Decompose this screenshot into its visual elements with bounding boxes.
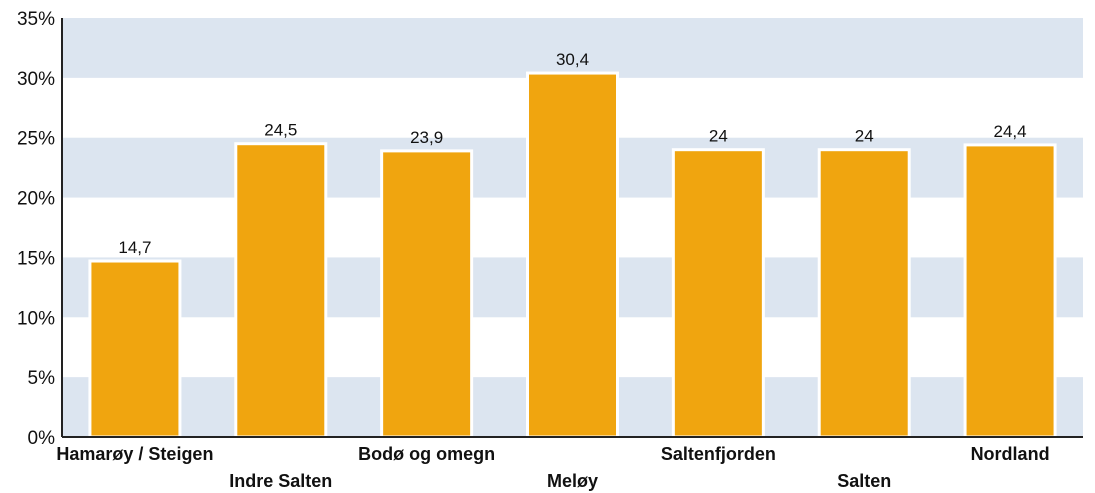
y-tick-label: 35% — [17, 9, 55, 30]
data-labels: 14,7 24,5 23,9 30,4 24 24 24,4 — [118, 50, 1026, 257]
bar — [88, 259, 182, 439]
x-category-label: Meløy — [547, 471, 598, 491]
data-label: 30,4 — [556, 50, 589, 69]
data-label: 24 — [709, 127, 728, 146]
x-category-label: Indre Salten — [229, 471, 332, 491]
y-tick-label: 15% — [17, 248, 55, 269]
grid-band — [62, 18, 1083, 78]
data-label: 24,5 — [264, 121, 297, 140]
y-tick-label: 0% — [28, 428, 56, 449]
y-tick-label: 10% — [17, 308, 55, 329]
y-tick-label: 25% — [17, 129, 55, 150]
bar — [963, 143, 1057, 439]
bar — [526, 71, 619, 439]
data-label: 24 — [855, 127, 874, 146]
y-tick-label: 5% — [28, 368, 56, 389]
y-tick-label: 30% — [17, 69, 55, 90]
bars — [88, 71, 1057, 439]
y-axis-ticks: 0% 5% 10% 15% 20% 25% 30% 35% — [17, 9, 55, 449]
x-category-label: Hamarøy / Steigen — [56, 444, 213, 464]
bar — [234, 142, 328, 439]
y-tick-label: 20% — [17, 189, 55, 210]
data-label: 23,9 — [410, 128, 443, 147]
data-label: 24,4 — [994, 122, 1027, 141]
data-label: 14,7 — [118, 238, 151, 257]
x-category-label: Bodø og omegn — [358, 444, 495, 464]
x-category-label: Nordland — [971, 444, 1050, 464]
x-category-label: Saltenfjorden — [661, 444, 776, 464]
x-axis-labels: Hamarøy / Steigen Indre Salten Bodø og ome… — [56, 444, 1049, 491]
bar — [817, 148, 911, 439]
bar — [671, 148, 765, 439]
x-category-label: Salten — [837, 471, 891, 491]
bar — [380, 149, 474, 439]
